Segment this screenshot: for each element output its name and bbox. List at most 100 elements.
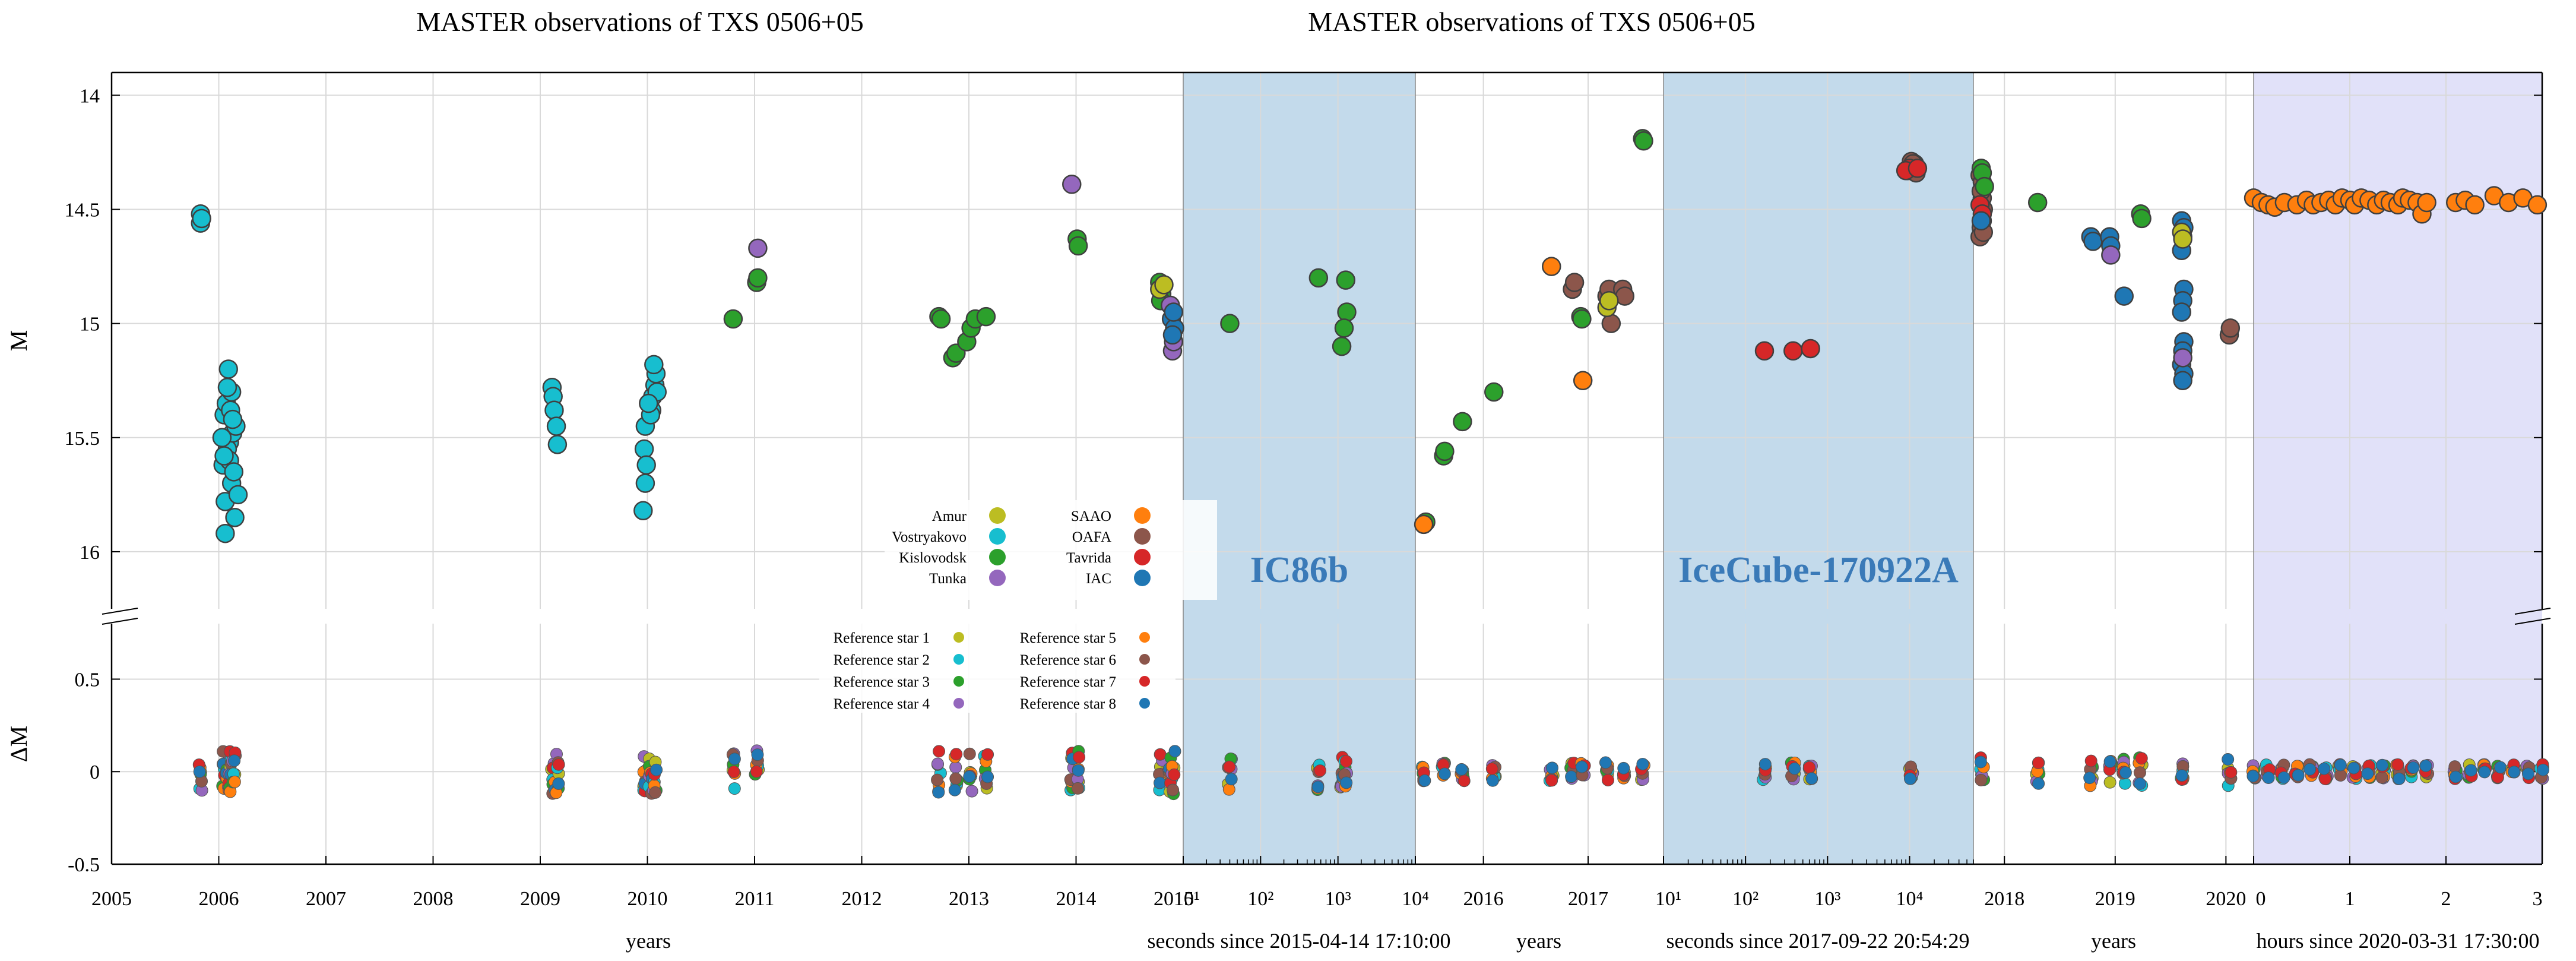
legend-refstar-marker (953, 654, 964, 665)
residual-ref-star-6 (2375, 771, 2388, 784)
point-saao (1414, 514, 1434, 535)
residual-ref-star-6 (1071, 782, 1084, 795)
residual-ref-star-8 (1805, 772, 1818, 785)
point-iac (1164, 302, 1184, 322)
point-kislovodsk (1337, 302, 1357, 322)
xtick-label-IceCube: 10³ (1814, 888, 1840, 910)
legend-refstar-marker (953, 632, 964, 643)
point-kislovodsk (1068, 236, 1088, 256)
xtick-label-years-3: 2019 (2095, 888, 2135, 910)
point-tavrida (1908, 159, 1928, 178)
residual-ref-star-7 (2032, 756, 2045, 769)
residual-ref-star-7 (1168, 768, 1181, 781)
legend-marker-amur (989, 507, 1006, 524)
residual-ref-star-4 (931, 757, 944, 770)
point-iac (2083, 232, 2103, 251)
residual-ref-star-8 (1154, 776, 1167, 789)
residual-ref-star-7 (1073, 751, 1086, 764)
point-oafa (2220, 318, 2241, 338)
ytick-label-top: 15 (80, 314, 100, 336)
residual-ref-star-8 (1168, 745, 1181, 758)
axes-frames (102, 71, 2551, 865)
residual-ref-star-7 (727, 765, 740, 778)
legend-refstar-marker (1139, 676, 1150, 687)
legend-marker-saao (1134, 507, 1151, 524)
xtick-label-years-1: 2015 (1154, 888, 1194, 910)
residual-ref-star-8 (2407, 761, 2420, 774)
ytick-label-top: 15.5 (65, 428, 100, 450)
point-iac (1971, 211, 1991, 231)
residual-ref-star-8 (2522, 767, 2535, 780)
ylabel-top: M (5, 330, 32, 352)
residual-ref-star-8 (650, 763, 663, 776)
residual-ref-star-8 (1418, 774, 1431, 787)
residual-ref-star-8 (2175, 769, 2188, 782)
legend-label-oafa: OAFA (1072, 529, 1111, 545)
legend-label-iac: IAC (1086, 571, 1111, 587)
point-kislovodsk (976, 306, 996, 327)
point-kislovodsk (1572, 309, 1592, 329)
residual-ref-star-8 (1636, 757, 1649, 770)
legend-marker-tavrida (1134, 549, 1151, 565)
xtick-label-years-2: 2017 (1568, 888, 1608, 910)
residual-ref-star-7 (2391, 758, 2404, 771)
xtick-label-hours: 1 (2345, 888, 2355, 910)
residual-ref-star-8 (2292, 769, 2305, 782)
legend-refstar-label: Reference star 6 (1020, 652, 1116, 668)
legend-box (885, 500, 1217, 600)
xtick-label-years-1: 2009 (520, 888, 560, 910)
band-IceCube (1664, 72, 1973, 864)
point-vostryakovo (224, 462, 244, 482)
legend-marker-tunka (989, 570, 1006, 586)
ytick-label-bottom: -0.5 (68, 854, 100, 876)
legend-marker-oafa (1134, 528, 1151, 545)
point-saao (2527, 195, 2548, 215)
point-kislovodsk (1484, 382, 1504, 402)
residual-ref-star-7 (552, 758, 565, 771)
point-vostryakovo (192, 208, 211, 229)
xtick-label-IC86b: 10¹ (1174, 888, 1200, 910)
xtick-label-IceCube: 10² (1732, 888, 1758, 910)
xlabel-years-2: years (1516, 929, 1561, 953)
residual-ref-star-8 (948, 783, 961, 796)
point-saao (1573, 371, 1593, 390)
ytick-label-bottom: 0.5 (75, 669, 100, 691)
residual-ref-star-7 (750, 765, 763, 778)
band-label-IC86b: IC86b (1250, 550, 1348, 590)
xtick-label-IC86b: 10³ (1325, 888, 1351, 910)
legend-label-kislovodsk: Kislovodsk (899, 550, 967, 566)
point-saao (2417, 192, 2436, 213)
residual-ref-star-8 (2464, 764, 2477, 777)
point-vostryakovo (228, 485, 248, 505)
point-kislovodsk (1308, 268, 1329, 288)
point-kislovodsk (931, 309, 951, 329)
residual-ref-star-6 (963, 747, 976, 760)
point-vostryakovo (225, 508, 245, 527)
point-vostryakovo (633, 501, 653, 521)
legend-marker-vostryakovo (989, 528, 1006, 545)
xlabel-hours: hours since 2020-03-31 17:30:00 (2257, 929, 2540, 953)
point-tunka (1062, 175, 1082, 194)
legend-label-tavrida: Tavrida (1066, 550, 1111, 566)
point-kislovodsk (1220, 314, 1240, 333)
residual-ref-star-8 (2449, 770, 2462, 783)
residual-ref-star-8 (1311, 780, 1325, 794)
chart-title-right: MASTER observations of TXS 0506+05 (1308, 7, 1755, 37)
legend-refstar-label: Reference star 2 (834, 652, 930, 668)
point-saao (1542, 257, 1561, 276)
residual-ref-star-7 (1545, 774, 1558, 787)
point-tavrida (1783, 341, 1803, 361)
residual-ref-star-8 (2536, 763, 2549, 776)
xtick-label-hours: 2 (2441, 888, 2451, 910)
residual-ref-star-7 (1457, 775, 1471, 788)
point-vostryakovo (217, 378, 237, 397)
residual-ref-star-8 (2119, 766, 2132, 779)
ytick-label-top: 16 (80, 542, 100, 564)
legend-marker-kislovodsk (989, 549, 1006, 565)
residual-ref-star-8 (728, 753, 741, 766)
xtick-label-years-1: 2006 (199, 888, 239, 910)
point-kislovodsk (2027, 192, 2048, 213)
residual-ref-star-8 (1565, 770, 1578, 783)
residual-ref-star-2 (2118, 777, 2131, 790)
legend: Amur Vostryakovo Kislovodsk Tunka SAAO OAFA Ta… (819, 500, 1217, 713)
